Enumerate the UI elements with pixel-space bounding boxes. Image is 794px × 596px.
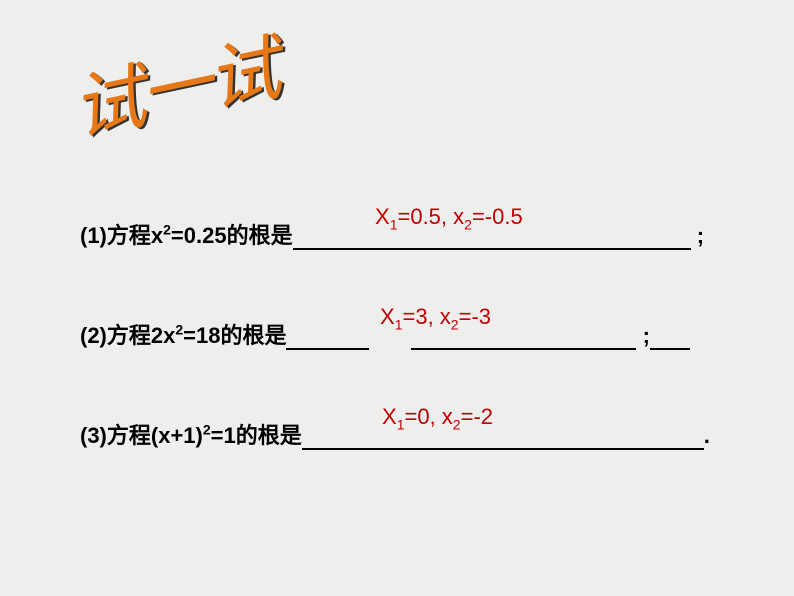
problem-3-prefix: (3)方程(x+1) xyxy=(80,423,203,448)
slide-title: 试一试 xyxy=(61,10,285,156)
problem-2-underline1 xyxy=(286,328,369,350)
problem-2-sup: 2 xyxy=(175,322,183,338)
answer-2: X1=3, x2=-3 xyxy=(380,304,491,332)
answer-1-mid: =0.5, x xyxy=(397,204,464,229)
answer-3-mid: =0, x xyxy=(404,404,452,429)
answer-3-sub2: 2 xyxy=(453,416,461,432)
problem-1-prefix: (1)方程x xyxy=(80,223,163,248)
answer-1: X1=0.5, x2=-0.5 xyxy=(375,204,523,232)
problem-3-underline xyxy=(302,428,704,450)
answer-3-x1: X xyxy=(382,404,397,429)
problem-1-sup: 2 xyxy=(163,222,171,238)
problem-2: (2)方程2x2=18的根是 ; X1=3, x2=-3 xyxy=(80,318,740,350)
problem-2-mid: =18的根是 xyxy=(183,323,286,348)
answer-2-x1: X xyxy=(380,304,395,329)
problem-1-punct: ; xyxy=(691,223,704,248)
problem-2-prefix: (2)方程2x xyxy=(80,323,175,348)
answer-3-end: =-2 xyxy=(461,404,493,429)
answer-1-end: =-0.5 xyxy=(472,204,523,229)
problem-3: (3)方程(x+1)2=1的根是. X1=0, x2=-2 xyxy=(80,418,740,450)
problem-1: (1)方程x2=0.25的根是 ; X1=0.5, x2=-0.5 xyxy=(80,218,740,250)
answer-2-sub2: 2 xyxy=(451,316,459,332)
answer-1-x1: X xyxy=(375,204,390,229)
problem-2-underline3 xyxy=(650,328,690,350)
problem-3-mid: =1的根是 xyxy=(211,423,302,448)
answer-3: X1=0, x2=-2 xyxy=(382,404,493,432)
content-area: (1)方程x2=0.25的根是 ; X1=0.5, x2=-0.5 (2)方程2… xyxy=(80,218,740,518)
answer-2-end: =-3 xyxy=(459,304,491,329)
answer-1-sub2: 2 xyxy=(464,216,472,232)
problem-2-punct: ; xyxy=(636,323,649,348)
problem-3-punct: . xyxy=(704,423,710,448)
problem-3-sup: 2 xyxy=(203,422,211,438)
answer-2-mid: =3, x xyxy=(402,304,450,329)
problem-1-mid: =0.25的根是 xyxy=(171,223,293,248)
